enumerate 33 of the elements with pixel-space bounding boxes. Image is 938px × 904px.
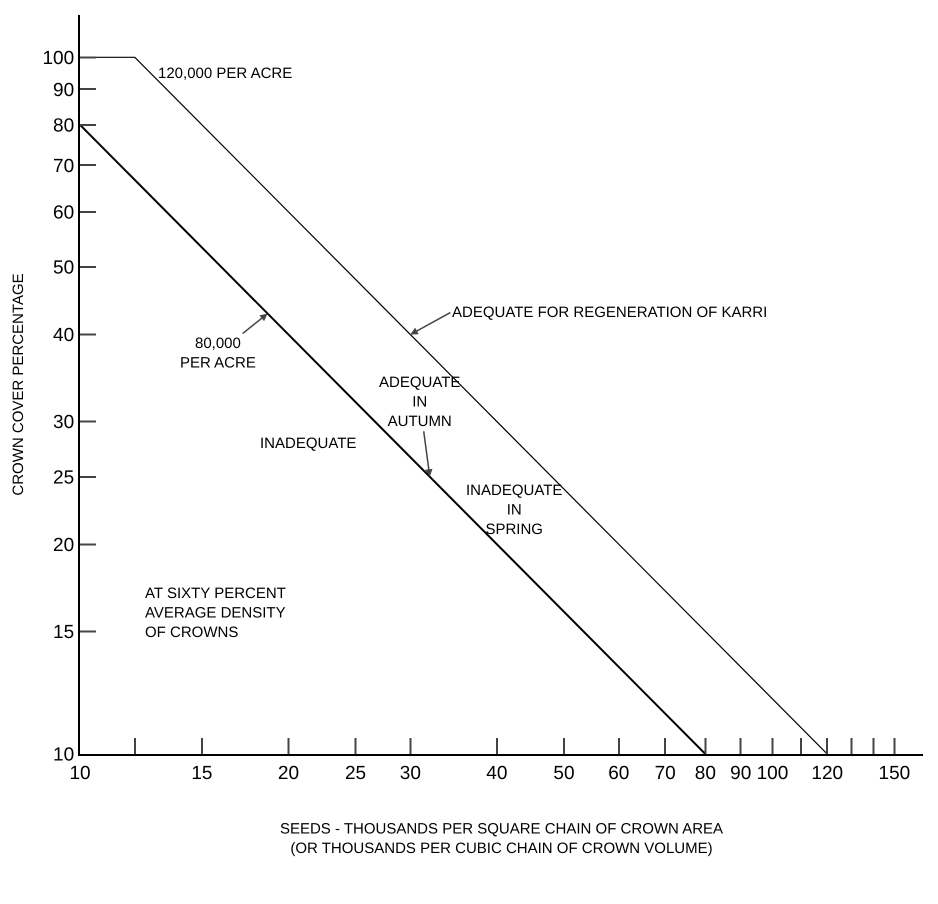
x-tick-label: 90 [730,762,752,784]
x-tick-label: 50 [553,762,575,784]
y-tick-label: 60 [53,202,74,224]
y-tick-label: 80 [53,115,74,136]
series-label: 80,000 PER ACRE [180,335,256,372]
x-tick-label: 25 [344,762,366,784]
y-tick-label: 50 [53,258,74,279]
x-tick-label: 60 [608,762,630,784]
y-tick-label: 40 [53,325,74,346]
x-tick-label: 80 [694,762,716,784]
y-tick-label: 30 [53,412,74,434]
x-tick-label: 30 [400,762,421,784]
y-tick-label: 100 [42,48,74,69]
x-tick-label: 20 [278,762,300,784]
x-tick-label: 120 [811,762,844,784]
x-tick-label: 100 [756,762,788,784]
annotation: AT SIXTY PERCENT AVERAGE DENSITY OF CROWNS [145,585,286,641]
y-axis-title: CROWN COVER PERCENTAGE [10,273,28,496]
series-label: 120,000 PER ACRE [158,65,292,82]
y-tick-label: 25 [53,467,74,488]
x-axis-title: SEEDS - THOUSANDS PER SQUARE CHAIN OF CROWN AREA (OR THOUSANDS PER CUBIC CHAIN OF CROWN VOLUME) [280,820,724,857]
x-tick-label: 150 [878,762,910,784]
y-tick-label: 70 [53,156,74,177]
x-tick-label: 40 [486,762,508,784]
x-tick-label: 15 [191,762,212,784]
annotation: ADEQUATE FOR REGENERATION OF KARRI [452,304,768,321]
y-tick-label: 90 [53,80,74,101]
annotation: ADEQUATE IN AUTUMN [379,374,460,430]
x-tick-label: 70 [654,762,676,784]
y-tick-label: 15 [53,622,74,643]
y-tick-label: 20 [53,534,74,556]
annotation: INADEQUATE IN SPRING [466,482,562,538]
annotation: INADEQUATE [260,435,356,452]
